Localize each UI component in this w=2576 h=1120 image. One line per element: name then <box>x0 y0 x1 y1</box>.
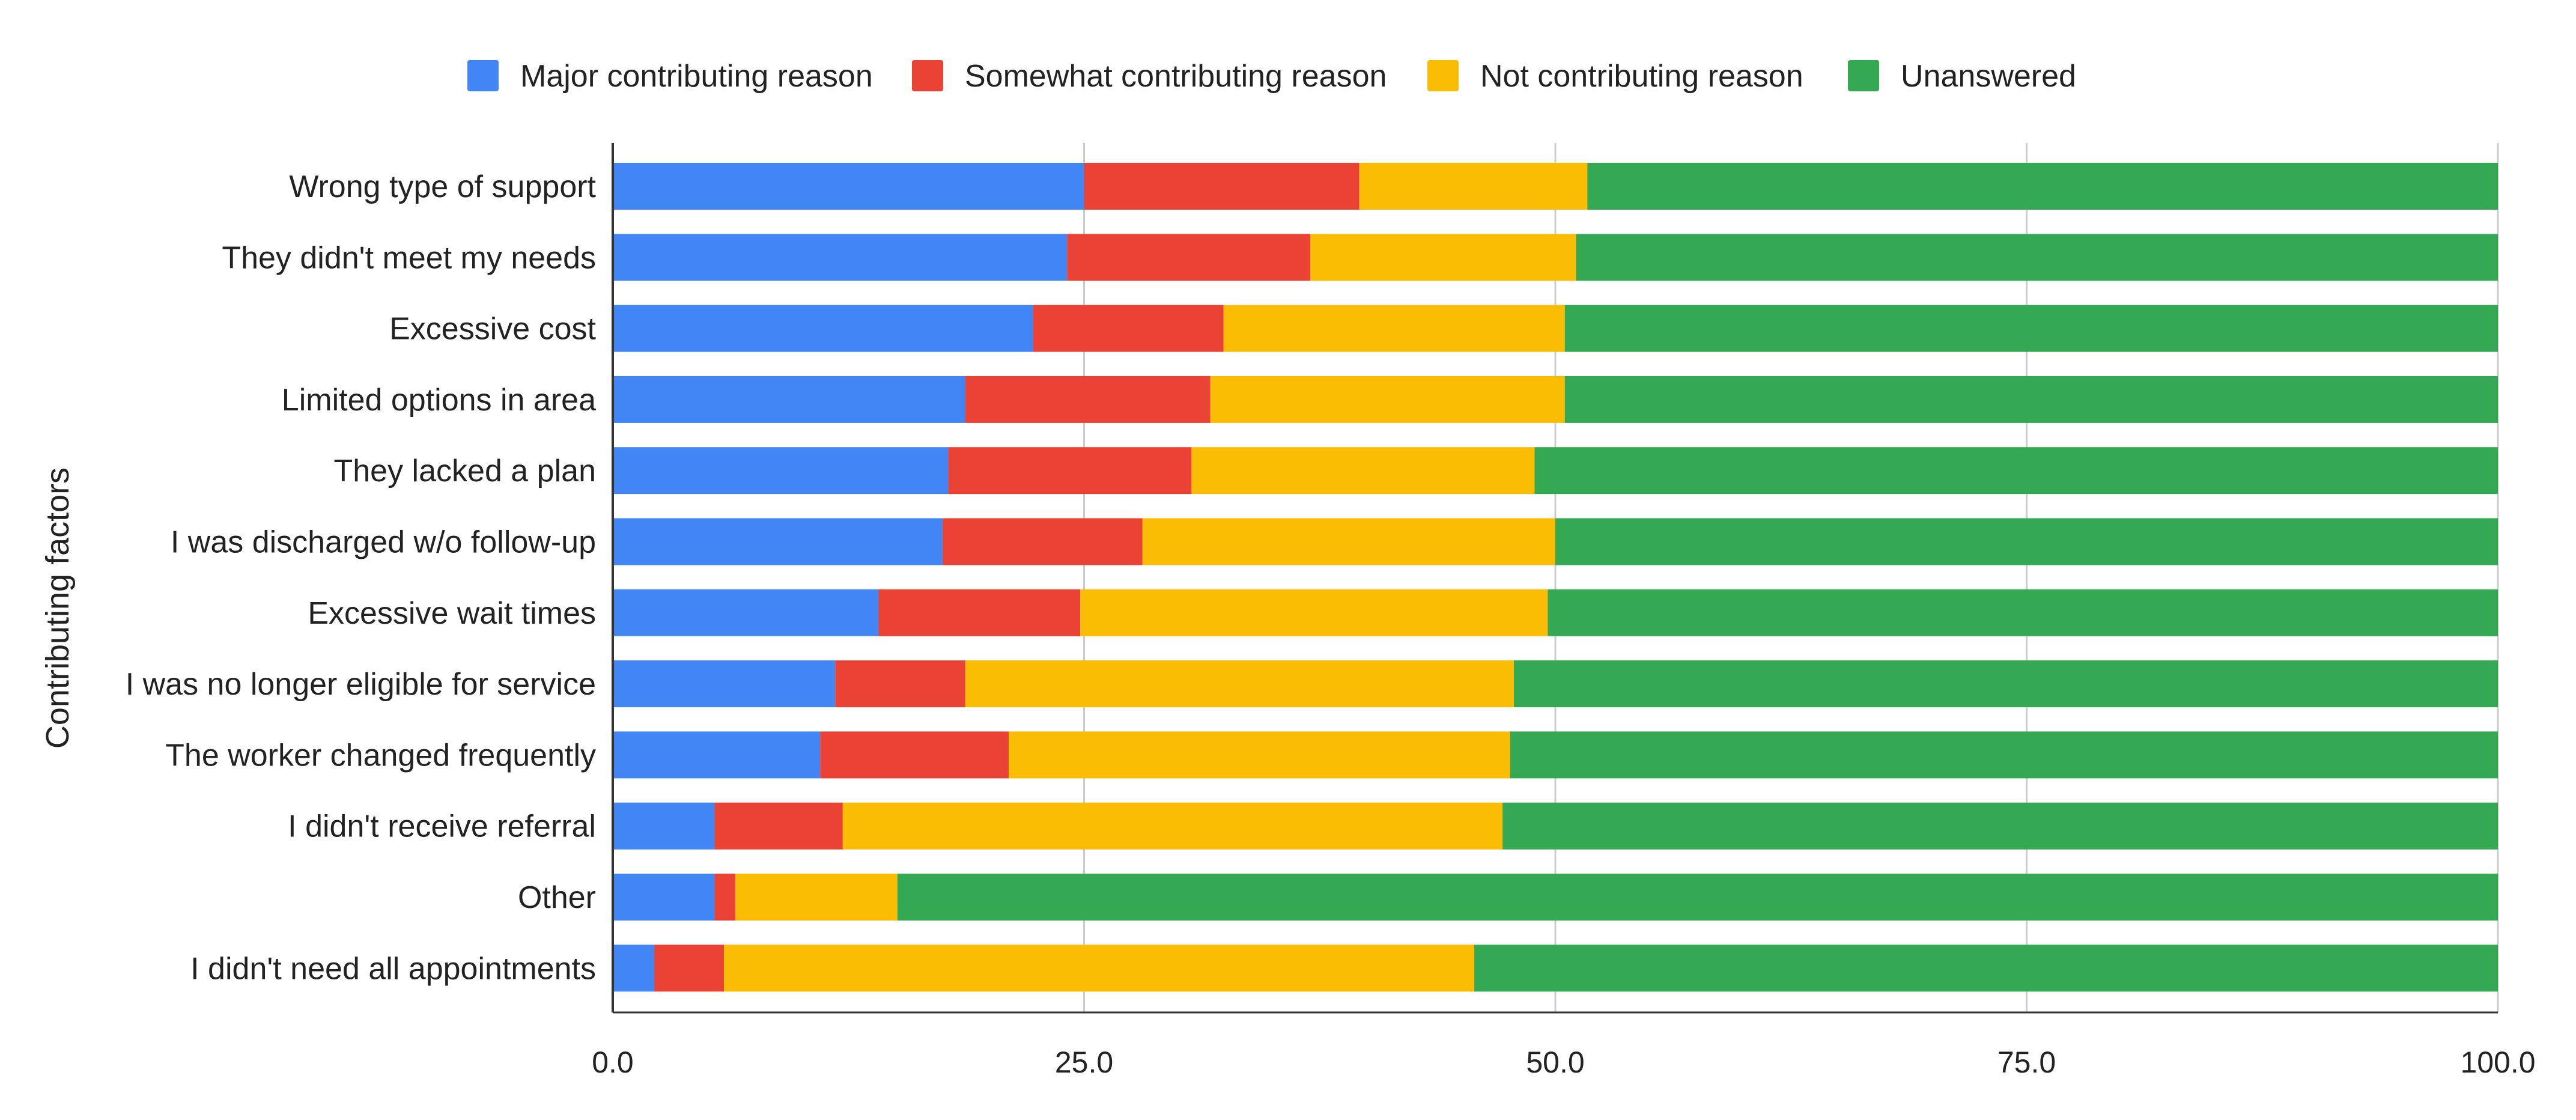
bar-segment <box>965 660 1514 708</box>
bar-segment <box>1084 163 1359 210</box>
bar-segment <box>613 731 821 779</box>
bar-segment <box>965 376 1211 423</box>
y-tick-label: Excessive wait times <box>308 596 596 631</box>
bars <box>613 163 2499 992</box>
bar-segment <box>835 660 965 708</box>
bar-segment <box>1513 660 2498 708</box>
gridlines <box>1083 143 2499 1012</box>
bar-segment <box>613 660 836 708</box>
bar-segment <box>842 802 1503 850</box>
y-tick-label: Limited options in area <box>282 383 596 418</box>
y-tick-label: I was discharged w/o follow-up <box>171 525 596 560</box>
bar-segment <box>1223 305 1565 352</box>
bar-segment <box>1080 589 1548 636</box>
labels: 0.0 25.0 50.0 75.0 100.0 Wrong type of suppor… <box>40 169 2536 1079</box>
bar-segment <box>724 945 1475 992</box>
bar-segment <box>613 376 965 423</box>
axes <box>612 143 2498 1014</box>
bar-segment <box>613 163 1084 210</box>
bar-segment <box>1359 163 1588 210</box>
legend-swatch <box>912 60 943 91</box>
legend-label: Major contributing reason <box>520 59 873 94</box>
x-tick-label: 100.0 <box>2460 1045 2535 1079</box>
bar-segment <box>654 945 724 992</box>
bar-segment <box>1033 305 1224 352</box>
y-tick-label: They didn't meet my needs <box>222 240 596 275</box>
bar-segment <box>1587 163 2498 210</box>
bar-segment <box>613 305 1033 352</box>
bar-segment <box>1474 945 2498 992</box>
bar-segment <box>1210 376 1565 423</box>
y-tick-label: I was no longer eligible for service <box>126 667 596 702</box>
legend-label: Not contributing reason <box>1480 59 1803 94</box>
y-tick-label: I didn't need all appointments <box>190 951 596 986</box>
bar-segment <box>1310 234 1576 281</box>
bar-segment <box>735 874 898 921</box>
bar-segment <box>1502 802 2498 850</box>
y-tick-label: Wrong type of support <box>289 169 596 204</box>
bar-segment <box>820 731 1009 779</box>
bar-segment <box>1191 447 1535 495</box>
bar-segment <box>878 589 1081 636</box>
legend-swatch <box>1427 60 1459 91</box>
bar-segment <box>1067 234 1311 281</box>
bar-segment <box>1548 589 2498 636</box>
legend-label: Unanswered <box>1901 59 2076 94</box>
y-tick-label: They lacked a plan <box>334 454 597 488</box>
bar-segment <box>613 874 715 921</box>
bar-segment <box>613 234 1068 281</box>
bar-segment <box>1564 376 2498 423</box>
legend: Major contributing reason Somewhat contri… <box>467 59 2076 94</box>
bar-segment <box>1576 234 2498 281</box>
bar-segment <box>613 447 949 495</box>
bar-segment <box>714 802 843 850</box>
bar-segment <box>714 874 735 921</box>
bar-segment <box>1510 731 2498 779</box>
bar-segment <box>1564 305 2498 352</box>
bar-segment <box>613 589 879 636</box>
bar-segment <box>948 447 1192 495</box>
legend-label: Somewhat contributing reason <box>965 59 1387 94</box>
legend-swatch <box>467 60 499 91</box>
y-tick-label: Excessive cost <box>389 312 596 347</box>
bar-segment <box>1142 518 1555 565</box>
x-tick-label: 50.0 <box>1526 1045 1584 1079</box>
bar-segment <box>897 874 2499 921</box>
bar-segment <box>613 802 715 850</box>
bar-segment <box>1008 731 1510 779</box>
x-tick-label: 75.0 <box>1997 1045 2056 1079</box>
bar-segment <box>613 945 655 992</box>
x-tick-label: 0.0 <box>592 1045 634 1079</box>
legend-swatch <box>1848 60 1879 91</box>
y-tick-label: I didn't receive referral <box>288 809 596 844</box>
bar-segment <box>1534 447 2498 495</box>
y-tick-label: Other <box>518 880 596 915</box>
x-tick-label: 25.0 <box>1055 1045 1113 1079</box>
y-tick-label: The worker changed frequently <box>165 738 596 773</box>
bar-segment <box>943 518 1143 565</box>
bar-segment <box>1555 518 2498 565</box>
bar-segment <box>613 518 943 565</box>
y-axis-title: Contributing factors <box>40 467 76 749</box>
